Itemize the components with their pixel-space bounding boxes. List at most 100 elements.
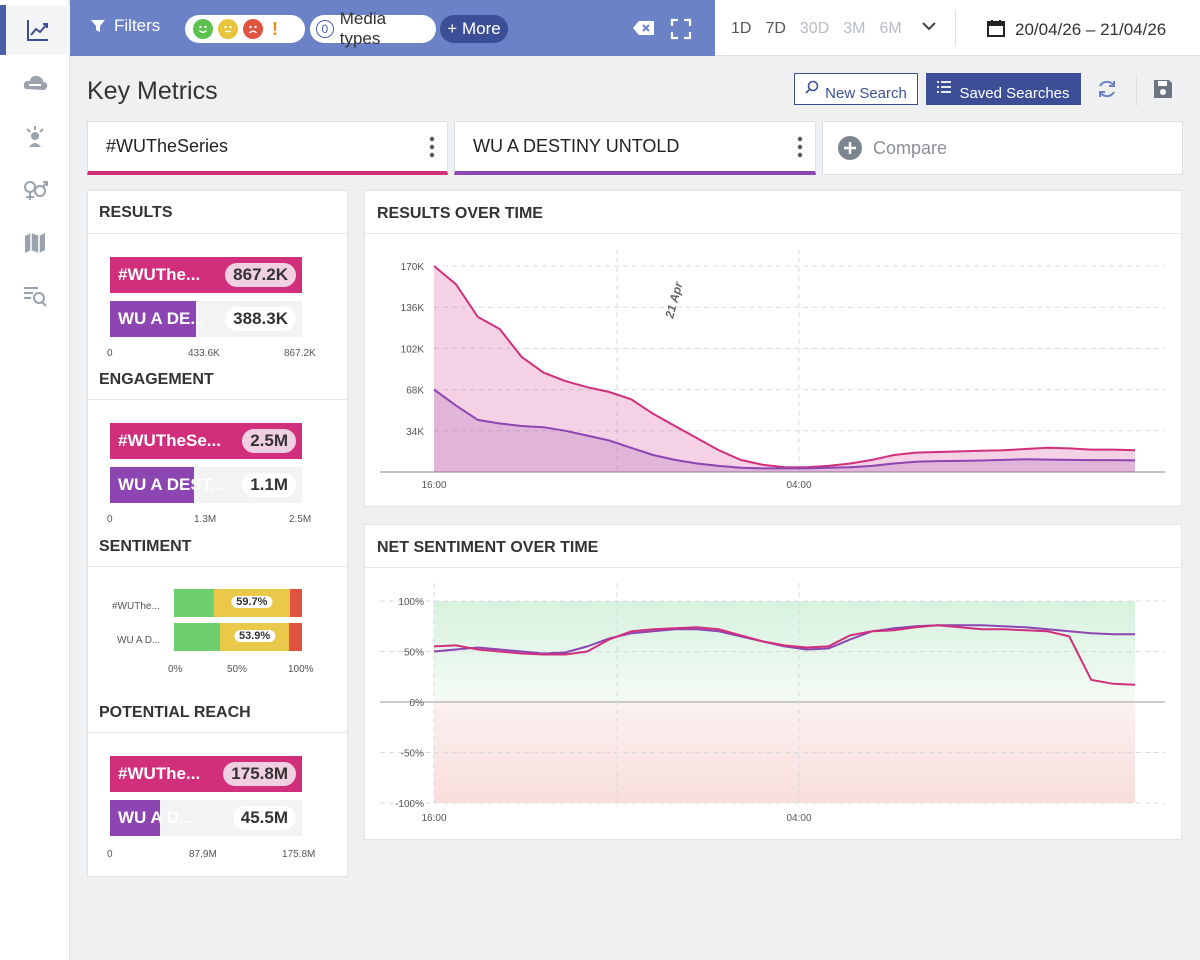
range-6m[interactable]: 6M: [879, 20, 902, 37]
divider: [955, 10, 956, 46]
warning-exclamation-icon: !: [272, 18, 278, 39]
reach-bar-primary[interactable]: #WUThe... 175.8M: [110, 756, 302, 792]
range-1d[interactable]: 1D: [731, 20, 752, 37]
rail-item-topics[interactable]: [0, 58, 70, 108]
net-sentiment-chart[interactable]: 100% 50% 0% -50% -100% 16:00 04:00: [365, 525, 1181, 839]
rail-item-key-metrics[interactable]: [0, 5, 70, 55]
x-tick-label: 04:00: [786, 813, 811, 824]
results-over-time-chart[interactable]: 34K 68K 102K 136K 170K 16:00 04:00 21 Apr: [365, 191, 1181, 506]
x-tick-label: 16:00: [421, 480, 446, 491]
search-icon: [805, 80, 819, 94]
fullscreen-icon[interactable]: [670, 18, 692, 45]
x-tick-label: 16:00: [421, 813, 446, 824]
chevron-down-icon[interactable]: [921, 18, 937, 39]
results-bar-secondary[interactable]: WU A DE... 388.3K: [110, 301, 302, 337]
gender-icon: [24, 181, 48, 200]
more-vertical-icon[interactable]: [797, 136, 803, 163]
sentiment-bar-primary[interactable]: 59.7%: [174, 589, 302, 617]
positive-face-icon: [193, 19, 213, 39]
bar-label: #WUThe...: [118, 265, 201, 284]
axis-tick: 0: [107, 514, 113, 525]
rail-item-influencers[interactable]: [0, 112, 70, 162]
sentiment-segment-neutral: 59.7%: [213, 589, 291, 617]
rail-item-demographics[interactable]: [0, 165, 70, 215]
bar-value: 175.8M: [223, 762, 296, 786]
list-search-icon: [24, 287, 47, 307]
bar-value: 867.2K: [225, 263, 296, 287]
clear-filters-icon[interactable]: [632, 20, 656, 41]
save-icon[interactable]: [1152, 78, 1174, 105]
range-buttons: 1D 7D 30D 3M 6M: [731, 20, 902, 38]
saved-searches-button[interactable]: Saved Searches: [926, 73, 1081, 105]
range-3m[interactable]: 3M: [843, 20, 866, 37]
y-tick-label: 170K: [401, 262, 425, 273]
search-tab-secondary[interactable]: WU A DESTINY UNTOLD: [454, 121, 816, 175]
divider: [88, 566, 347, 567]
new-search-button[interactable]: New Search: [794, 73, 918, 105]
y-tick-label: 50%: [404, 648, 424, 659]
y-tick-label: 0%: [410, 698, 425, 709]
metrics-panel: RESULTS #WUThe... 867.2K WU A DE... 388.…: [87, 190, 348, 877]
influencer-icon: [26, 126, 44, 147]
engagement-bar-secondary[interactable]: WU A DEST... 1.1M: [110, 467, 302, 503]
neutral-face-icon: [218, 19, 238, 39]
sentiment-row-label: WU A D...: [117, 635, 161, 646]
bar-fill: [110, 301, 197, 337]
divider: [88, 732, 347, 733]
reach-bar-secondary[interactable]: WU A D... 45.5M: [110, 800, 302, 836]
filter-bar: Filters ! 0 Media types + More: [70, 0, 715, 56]
sentiment-segment-negative: [290, 589, 302, 617]
y-tick-label: 34K: [406, 427, 424, 438]
sentiment-segment-neutral: 53.9%: [220, 623, 290, 651]
axis-tick: 50%: [227, 664, 248, 675]
search-tab-label: WU A DESTINY UNTOLD: [473, 136, 680, 156]
calendar-icon[interactable]: [987, 19, 1005, 42]
media-types-label: Media types: [339, 9, 387, 48]
range-7d[interactable]: 7D: [765, 20, 786, 37]
rail-item-mentions[interactable]: [0, 270, 70, 320]
left-rail: [0, 0, 70, 960]
refresh-icon[interactable]: [1096, 78, 1118, 105]
bar-label: WU A DE...: [118, 309, 205, 328]
divider: [365, 567, 1181, 568]
axis-tick: 0: [107, 348, 113, 359]
bar-value: 388.3K: [225, 307, 296, 331]
plus-circle-icon: [837, 135, 863, 166]
map-icon: [25, 233, 45, 253]
more-filters-button[interactable]: + More: [440, 15, 508, 43]
page-title: Key Metrics: [87, 77, 218, 105]
media-types-pill[interactable]: 0 Media types: [310, 9, 436, 48]
series-area: [434, 266, 1135, 472]
axis-tick: 1.3M: [194, 514, 217, 525]
axis-tick: 100%: [288, 664, 314, 675]
axis-tick: 433.6K: [188, 348, 220, 359]
divider: [88, 233, 347, 234]
filters-label: Filters: [114, 16, 161, 35]
panel-title: NET SENTIMENT OVER TIME: [377, 539, 599, 556]
search-tab-primary[interactable]: #WUTheSeries: [87, 121, 448, 175]
negative-zone: [434, 702, 1135, 803]
rail-item-map[interactable]: [0, 218, 70, 268]
bar-label: WU A D...: [118, 808, 194, 827]
bar-value: 1.1M: [242, 473, 296, 497]
media-count-badge: 0: [316, 20, 334, 38]
divider: [88, 399, 347, 400]
engagement-title: ENGAGEMENT: [99, 371, 214, 388]
funnel-icon: [91, 20, 105, 32]
sentiment-row-label: #WUThe...: [112, 601, 160, 612]
sentiment-filter-pill[interactable]: !: [185, 15, 305, 43]
axis-tick: 87.9M: [189, 849, 217, 860]
engagement-bar-primary[interactable]: #WUTheSe... 2.5M: [110, 423, 302, 459]
net-sentiment-panel: NET SENTIMENT OVER TIME 100% 50% 0% -50% -10…: [364, 524, 1182, 840]
more-vertical-icon[interactable]: [429, 136, 435, 163]
sentiment-title: SENTIMENT: [99, 538, 192, 555]
filters-button[interactable]: Filters: [90, 16, 160, 36]
results-bar-primary[interactable]: #WUThe... 867.2K: [110, 257, 302, 293]
series-line: [433, 624, 1136, 686]
range-30d[interactable]: 30D: [799, 20, 830, 37]
compare-tab[interactable]: Compare: [822, 121, 1183, 175]
y-tick-label: 136K: [401, 303, 425, 314]
sentiment-bar-secondary[interactable]: 53.9%: [174, 623, 302, 651]
axis-tick: 0: [107, 849, 113, 860]
date-range-value[interactable]: 20/04/26 – 21/04/26: [1015, 20, 1167, 39]
